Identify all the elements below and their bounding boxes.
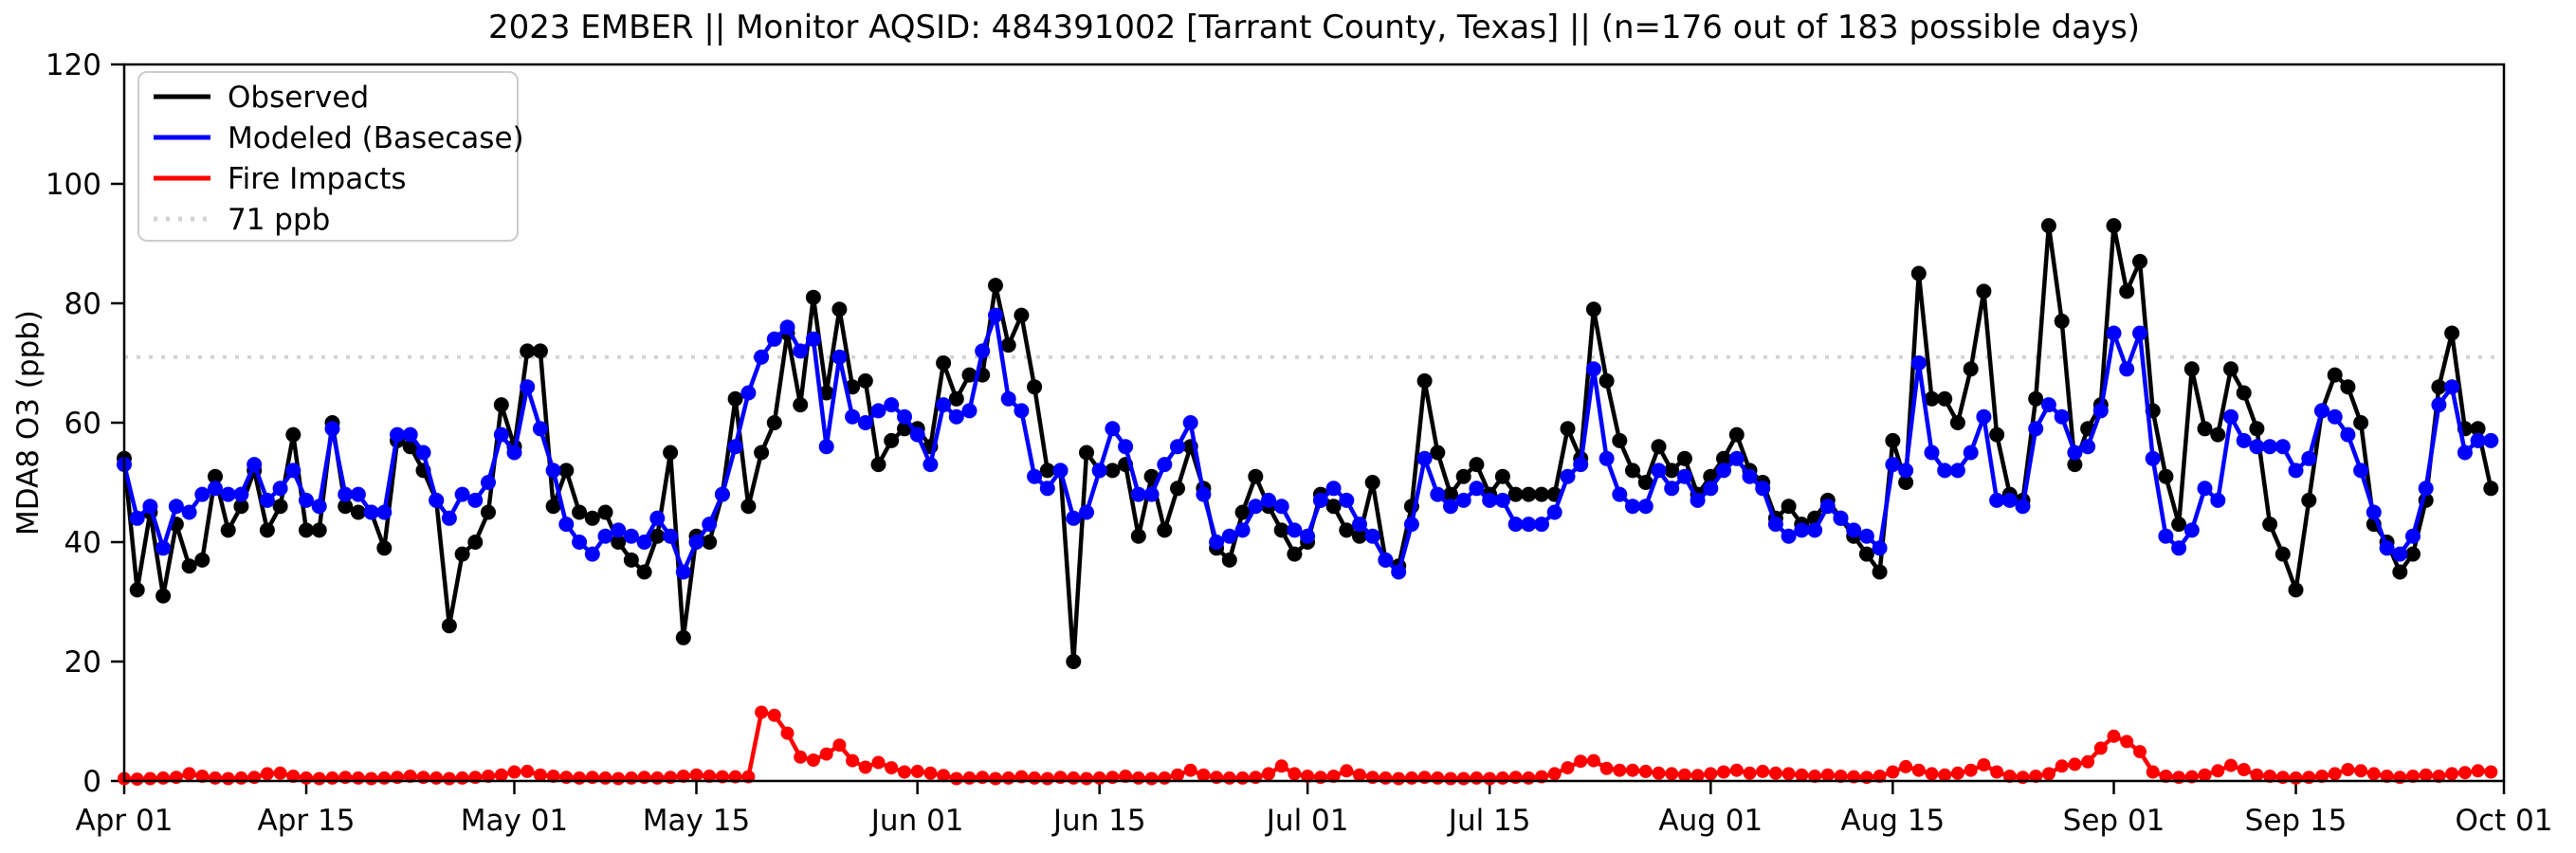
y-tick-label: 0 [82, 765, 101, 799]
legend-label: 71 ppb [228, 203, 330, 237]
x-tick-label: Jul 15 [1447, 804, 1531, 838]
y-tick-label: 60 [64, 407, 101, 441]
legend-item-fire-impacts: Fire Impacts [154, 162, 407, 196]
modeled-basecase-series [117, 307, 2499, 580]
x-tick-label: Sep 15 [2245, 804, 2348, 838]
legend-item-modeled-basecase: Modeled (Basecase) [154, 121, 524, 155]
x-tick-label: Apr 15 [258, 804, 356, 838]
chart-title: 2023 EMBER || Monitor AQSID: 484391002 [… [488, 9, 2140, 46]
legend-box [137, 71, 519, 242]
x-tick-label: Jun 15 [1051, 804, 1146, 838]
legend: Observed Modeled (Basecase) Fire Impacts 71… [137, 71, 524, 242]
legend-item-observed: Observed [154, 81, 369, 115]
x-tick-label: Aug 01 [1658, 804, 1763, 838]
x-tick-label: Aug 15 [1840, 804, 1945, 838]
y-tick-label: 100 [46, 168, 101, 202]
legend-label: Fire Impacts [228, 162, 407, 196]
legend-label: Observed [228, 81, 369, 115]
plot-border [122, 63, 2506, 783]
y-tick-label: 20 [64, 645, 101, 680]
y-tick-label: 80 [64, 287, 101, 321]
x-tick-label: Sep 01 [2063, 804, 2165, 838]
x-tick-label: Oct 01 [2456, 804, 2553, 838]
y-tick-label: 120 [46, 48, 101, 82]
y-tick-label: 40 [64, 526, 101, 560]
x-tick-label: May 01 [461, 804, 568, 838]
x-tick-label: Jun 01 [869, 804, 964, 838]
y-axis-label: MDA8 O3 (ppb) [11, 310, 46, 535]
x-tick-label: May 15 [643, 804, 750, 838]
legend-item-threshold-71ppb: 71 ppb [154, 203, 330, 237]
x-tick-label: Apr 01 [76, 804, 174, 838]
legend-label: Modeled (Basecase) [228, 121, 524, 155]
x-tick-label: Jul 01 [1265, 804, 1349, 838]
observed-series [117, 218, 2499, 669]
fire-impacts-series [118, 705, 2498, 787]
